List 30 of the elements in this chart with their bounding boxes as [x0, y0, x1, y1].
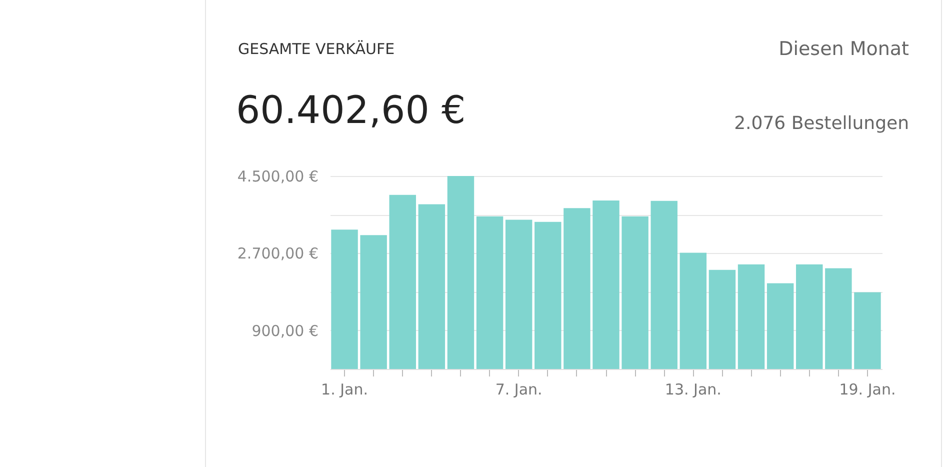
bar — [622, 216, 648, 369]
x-tick-label: 13. Jan. — [664, 380, 722, 398]
x-tick-label: 7. Jan. — [495, 380, 542, 398]
bar — [796, 264, 823, 369]
bar — [505, 220, 532, 369]
y-tick-label: 900,00 € — [252, 322, 318, 340]
bar — [708, 270, 736, 369]
bar — [592, 200, 620, 369]
bar — [389, 194, 416, 369]
bar — [650, 200, 678, 369]
bar — [564, 208, 590, 369]
text: Diesen Monat — [778, 38, 909, 60]
chart-subtitle: 60.402,60 € — [236, 88, 466, 132]
chart-title: GESAMTE VERKÄUFE — [238, 40, 395, 58]
bar — [418, 204, 446, 369]
y-tick-label: 2.700,00 € — [237, 244, 318, 263]
bar — [447, 176, 474, 369]
y-tick-label: 4.500,00 € — [237, 168, 318, 186]
text: 2.076 Bestellungen — [734, 113, 909, 134]
bar — [854, 292, 881, 369]
bar — [825, 268, 852, 369]
bar — [680, 252, 707, 369]
bar — [476, 216, 504, 369]
bar — [534, 222, 562, 369]
bar — [331, 230, 358, 369]
x-tick-label: 1. Jan. — [321, 380, 368, 398]
x-tick-label: 19. Jan. — [839, 380, 896, 398]
bar — [360, 235, 387, 369]
bar — [766, 283, 794, 369]
bar — [738, 264, 765, 369]
